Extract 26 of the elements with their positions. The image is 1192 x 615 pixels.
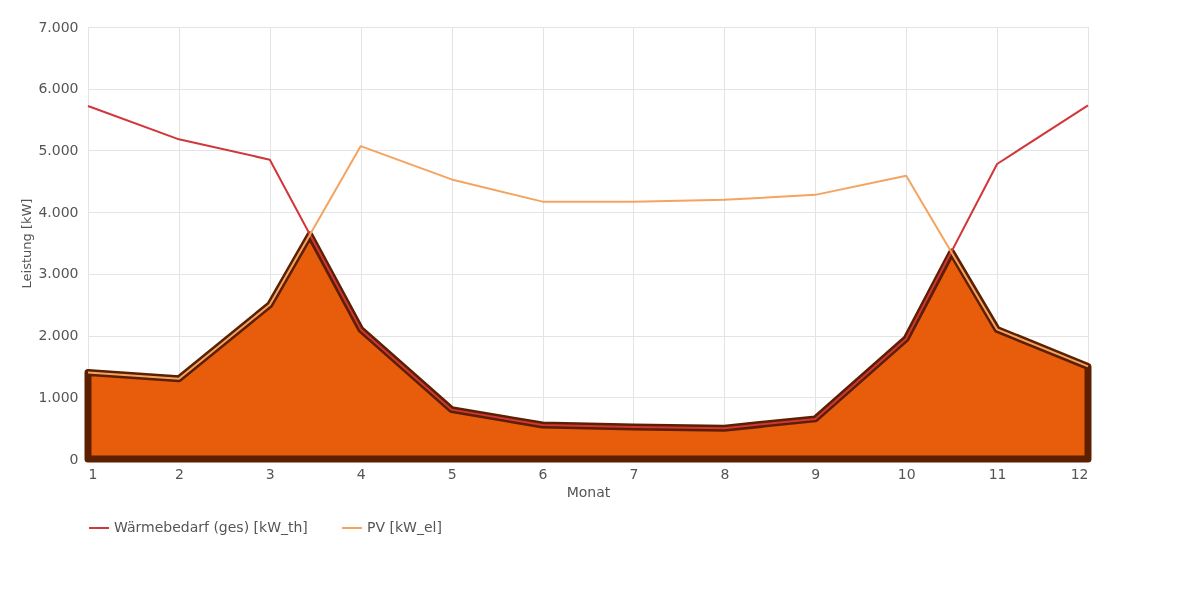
x-tick-label: 4 <box>356 465 366 482</box>
x-tick-label: 3 <box>265 465 275 482</box>
x-tick-label: 12 <box>1070 465 1089 482</box>
x-tick-label: 2 <box>174 465 184 482</box>
legend-label: PV [kW_el] <box>367 519 442 535</box>
y-tick-label: 2.000 <box>38 327 79 344</box>
line-series <box>87 145 1089 380</box>
x-tick-label: 7 <box>629 465 639 482</box>
y-tick-label: 3.000 <box>38 265 79 282</box>
x-tick-label: 9 <box>811 465 821 482</box>
legend-label: Wärmebedarf (ges) [kW_th] <box>114 519 308 535</box>
x-tick-label: 6 <box>538 465 548 482</box>
y-tick-label: 4.000 <box>38 203 79 220</box>
x-axis-title: Monat <box>566 483 611 500</box>
y-tick-label: 5.000 <box>38 141 79 158</box>
y-tick-label: 7.000 <box>38 18 79 35</box>
line-series <box>87 104 1089 430</box>
x-tick-label: 1 <box>88 465 98 482</box>
y-tick-label: 1.000 <box>38 388 79 405</box>
x-tick-label: 5 <box>447 465 457 482</box>
y-tick-label: 6.000 <box>38 80 79 97</box>
x-tick-label: 11 <box>988 465 1007 482</box>
x-tick-label: 8 <box>720 465 730 482</box>
y-axis-title: Leistung [kW] <box>19 198 35 289</box>
x-tick-label: 10 <box>897 465 916 482</box>
y-tick-label: 0 <box>69 450 79 467</box>
